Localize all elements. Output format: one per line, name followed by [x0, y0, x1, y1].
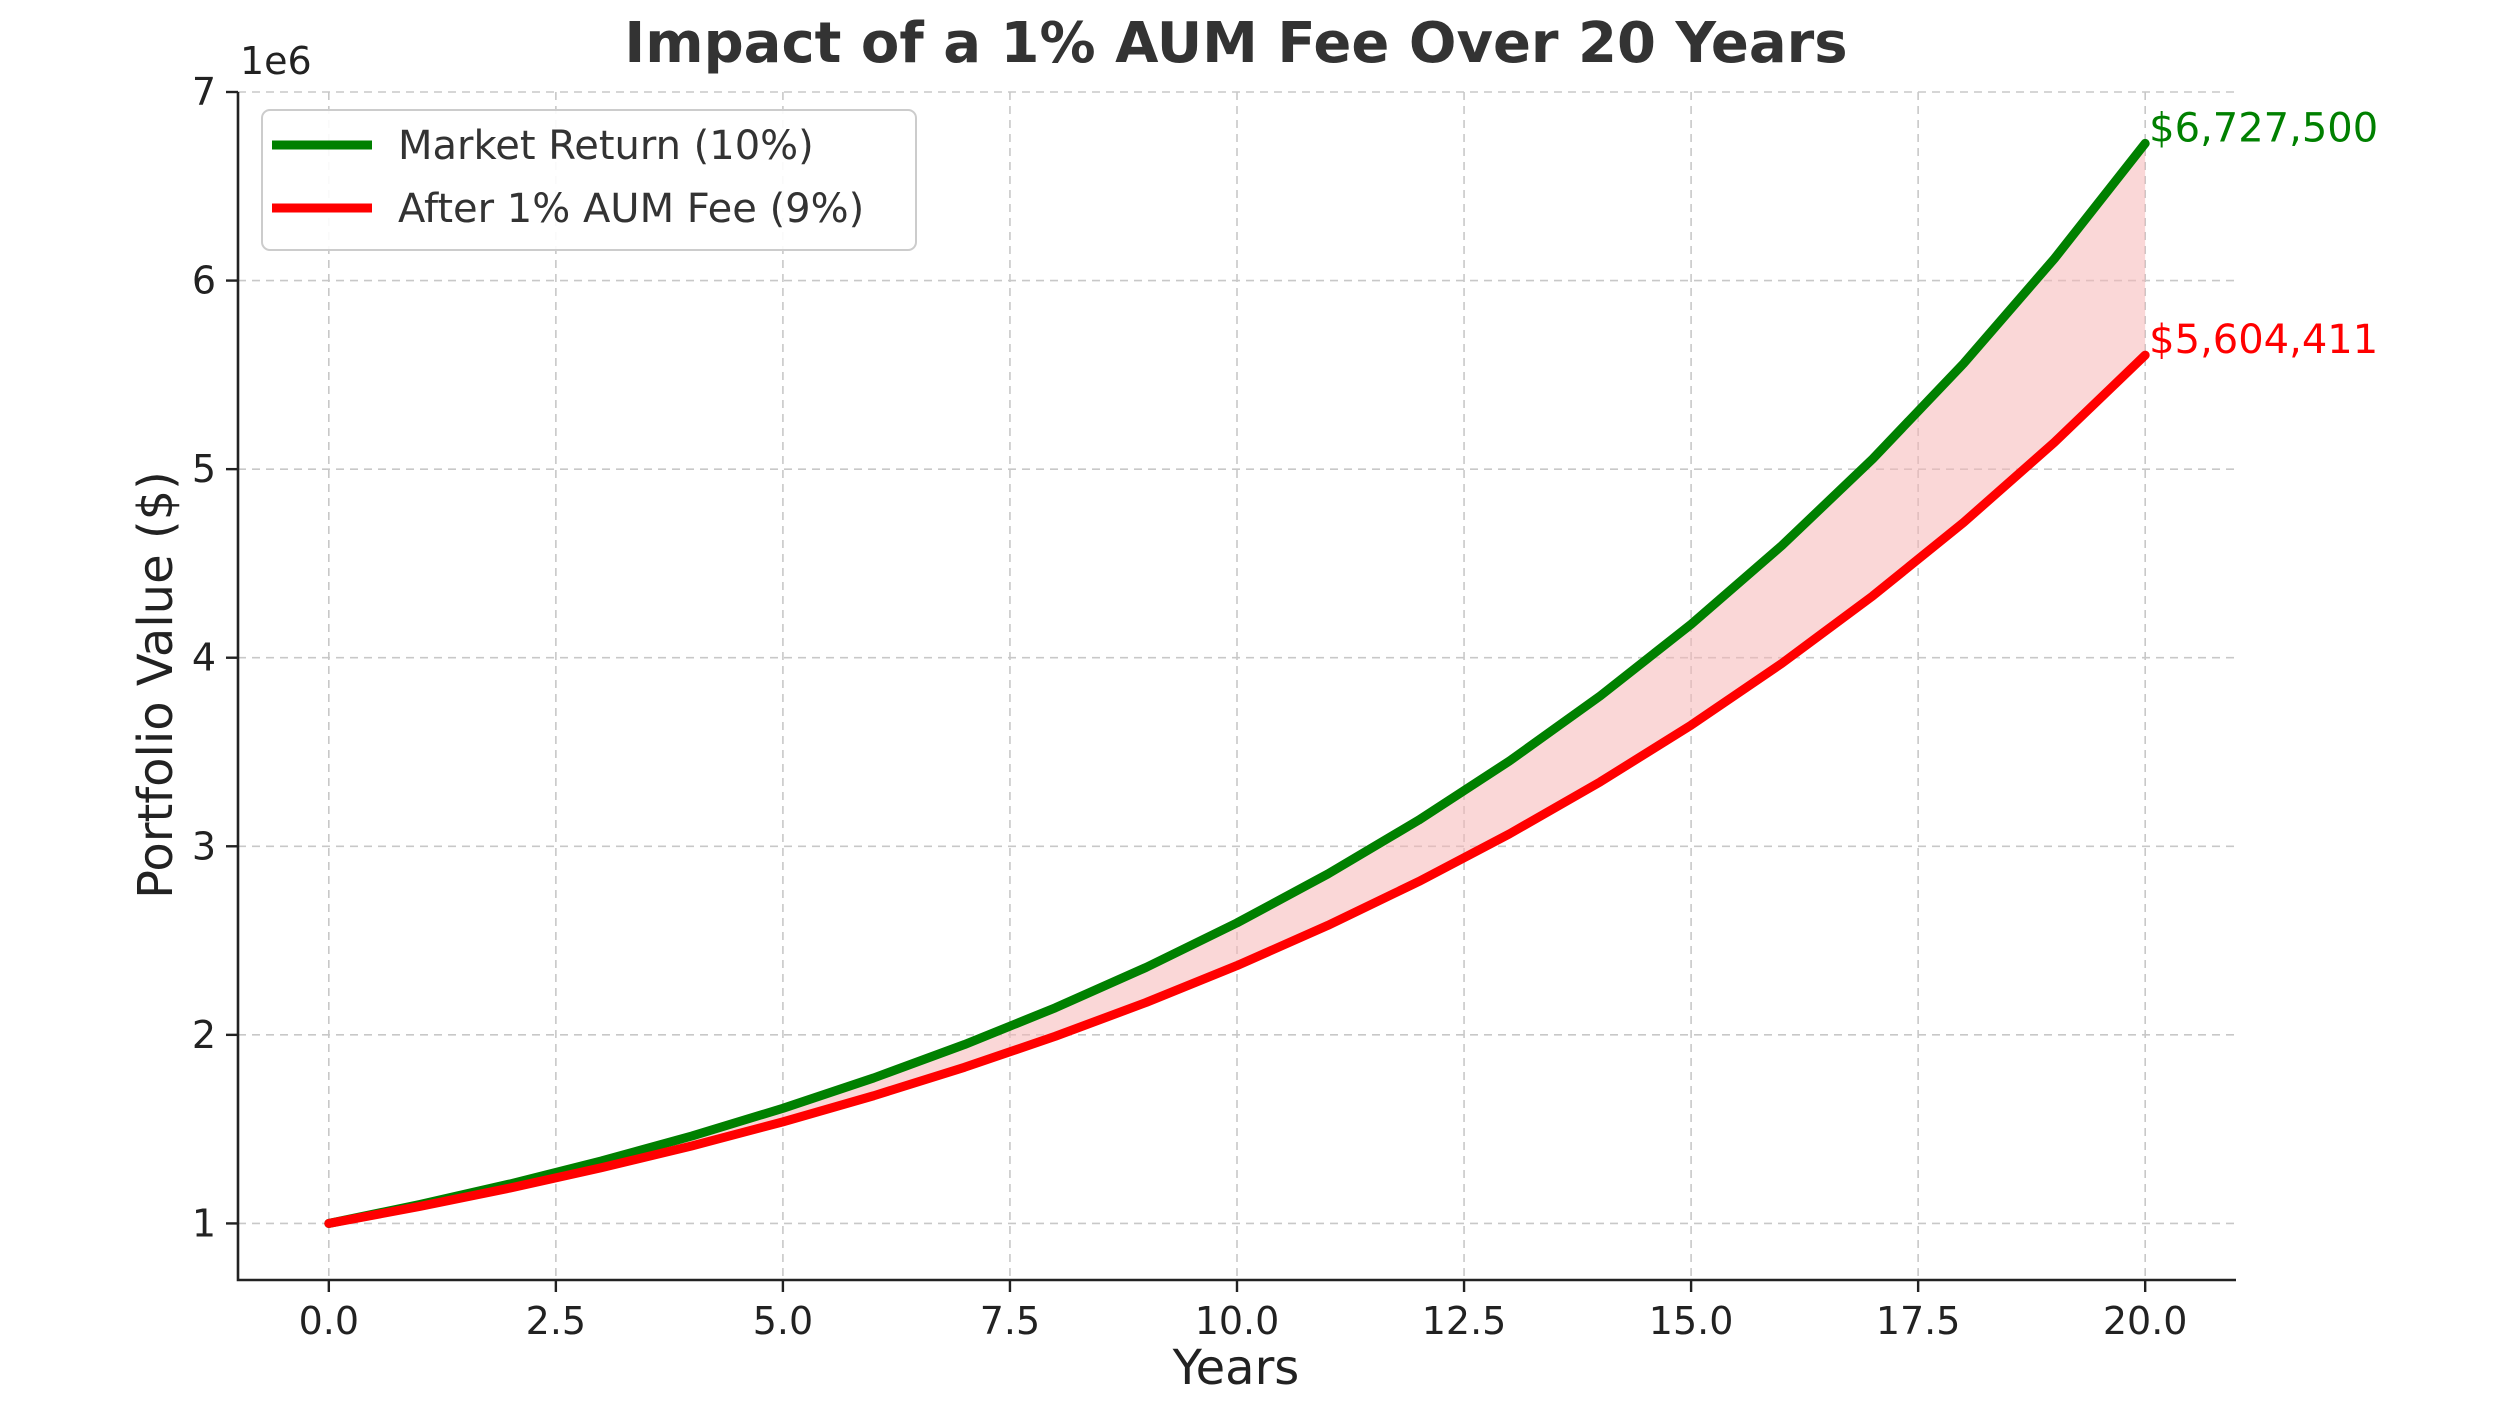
y-offset-label: 1e6: [240, 39, 312, 83]
y-tick-label-2: 3: [192, 824, 216, 868]
axes-layer: [236, 92, 2236, 1282]
y-axis-label: Portfolio Value ($): [128, 471, 184, 899]
y-tick-label-0: 1: [192, 1201, 216, 1245]
x-tick-label-8: 20.0: [2103, 1299, 2188, 1343]
y-tick-label-3: 4: [192, 636, 216, 680]
axis-lines: [236, 92, 2236, 1282]
x-tick-label-7: 17.5: [1876, 1299, 1961, 1343]
end-labels-layer: $6,727,500 $5,604,411: [2149, 105, 2378, 363]
grid-layer: [238, 91, 2236, 1280]
x-axis-label: Years: [1172, 1340, 1300, 1396]
ticks-layer: 0.0 2.5 5.0 7.5 10.0 12.5 15.0 17.5 20.0 1 2 3 4 5 6 7: [192, 70, 2188, 1343]
end-value-label-0: $6,727,500: [2149, 105, 2378, 151]
y-tick-label-1: 2: [192, 1013, 216, 1057]
y-tick-label-6: 7: [192, 70, 216, 114]
y-tick-label-4: 5: [192, 447, 216, 491]
x-tick-label-6: 15.0: [1649, 1299, 1734, 1343]
x-tick-label-1: 2.5: [526, 1299, 586, 1343]
chart-title: Impact of a 1% AUM Fee Over 20 Years: [624, 11, 1847, 76]
x-tick-label-5: 12.5: [1422, 1299, 1507, 1343]
x-tick-label-3: 7.5: [980, 1299, 1040, 1343]
series-layer: [324, 138, 2150, 1228]
series-line-0: [324, 138, 2150, 1228]
series-line-1: [324, 350, 2150, 1228]
y-tick-label-5: 6: [192, 259, 216, 303]
legend-label-after-fee: After 1% AUM Fee (9%): [398, 186, 864, 232]
x-tick-label-0: 0.0: [299, 1299, 359, 1343]
end-value-label-1: $5,604,411: [2149, 317, 2378, 363]
legend-box: [261, 109, 917, 251]
x-tick-label-4: 10.0: [1195, 1299, 1280, 1343]
legend-label-market: Market Return (10%): [398, 123, 814, 169]
legend: Market Return (10%) After 1% AUM Fee (9%…: [261, 109, 917, 251]
x-tick-label-2: 5.0: [753, 1299, 813, 1343]
